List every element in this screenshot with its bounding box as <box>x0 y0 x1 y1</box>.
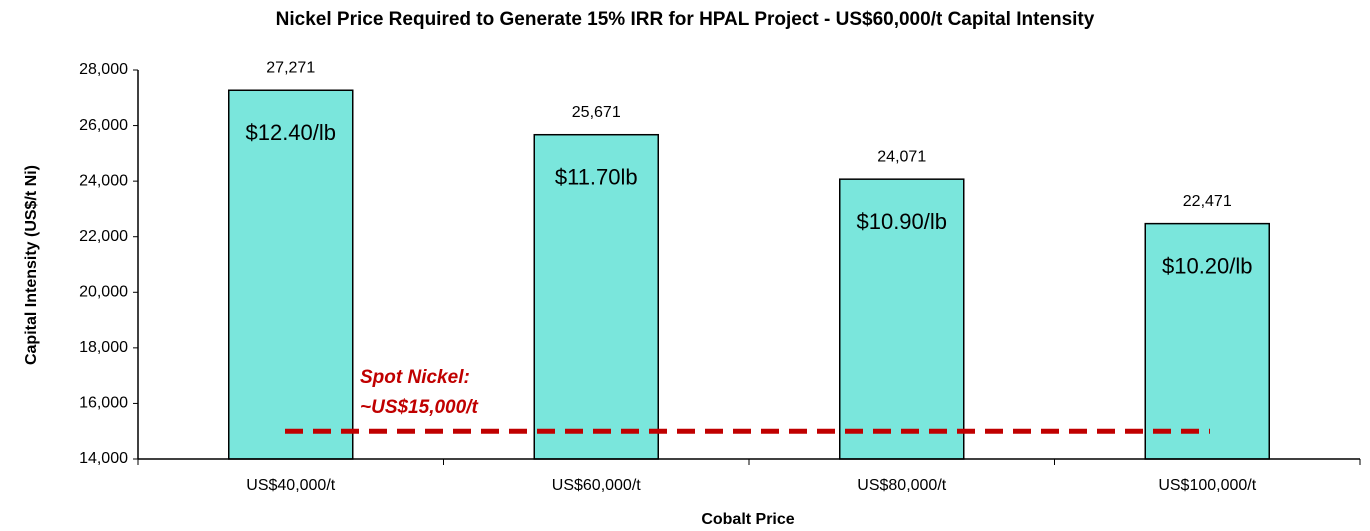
y-axis-title: Capital Intensity (US$/t Ni) <box>23 165 40 365</box>
y-tick-label: 18,000 <box>79 339 128 356</box>
x-axis-title: Cobalt Price <box>701 511 794 528</box>
y-tick-label: 26,000 <box>79 117 128 134</box>
bar <box>533 133 659 460</box>
reference-label: Spot Nickel: <box>360 367 470 388</box>
bar <box>839 178 965 460</box>
value-label: 25,671 <box>572 104 621 121</box>
y-tick-label: 16,000 <box>79 395 128 412</box>
value-label: 22,471 <box>1183 193 1232 210</box>
reference-label: ~US$15,000/t <box>360 397 478 418</box>
y-tick-label: 20,000 <box>79 284 128 301</box>
bar-annotation: $10.20/lb <box>1162 253 1253 278</box>
bar-annotation: $11.70lb <box>555 165 638 190</box>
value-label: 24,071 <box>877 148 926 165</box>
chart-title: Nickel Price Required to Generate 15% IR… <box>276 9 1095 30</box>
bar <box>228 89 354 460</box>
y-tick-label: 24,000 <box>79 172 128 189</box>
x-tick-label: US$100,000/t <box>1158 477 1256 494</box>
bar-annotation: $10.90/lb <box>856 209 947 234</box>
y-tick-label: 22,000 <box>79 228 128 245</box>
y-tick-label: 28,000 <box>79 61 128 78</box>
x-tick-label: US$80,000/t <box>857 477 947 494</box>
bar-annotation: $12.40/lb <box>245 120 336 145</box>
x-tick-label: US$60,000/t <box>552 477 642 494</box>
y-tick-label: 14,000 <box>79 450 128 467</box>
value-label: 27,271 <box>266 59 315 76</box>
x-tick-label: US$40,000/t <box>246 477 336 494</box>
bar <box>1144 222 1270 460</box>
